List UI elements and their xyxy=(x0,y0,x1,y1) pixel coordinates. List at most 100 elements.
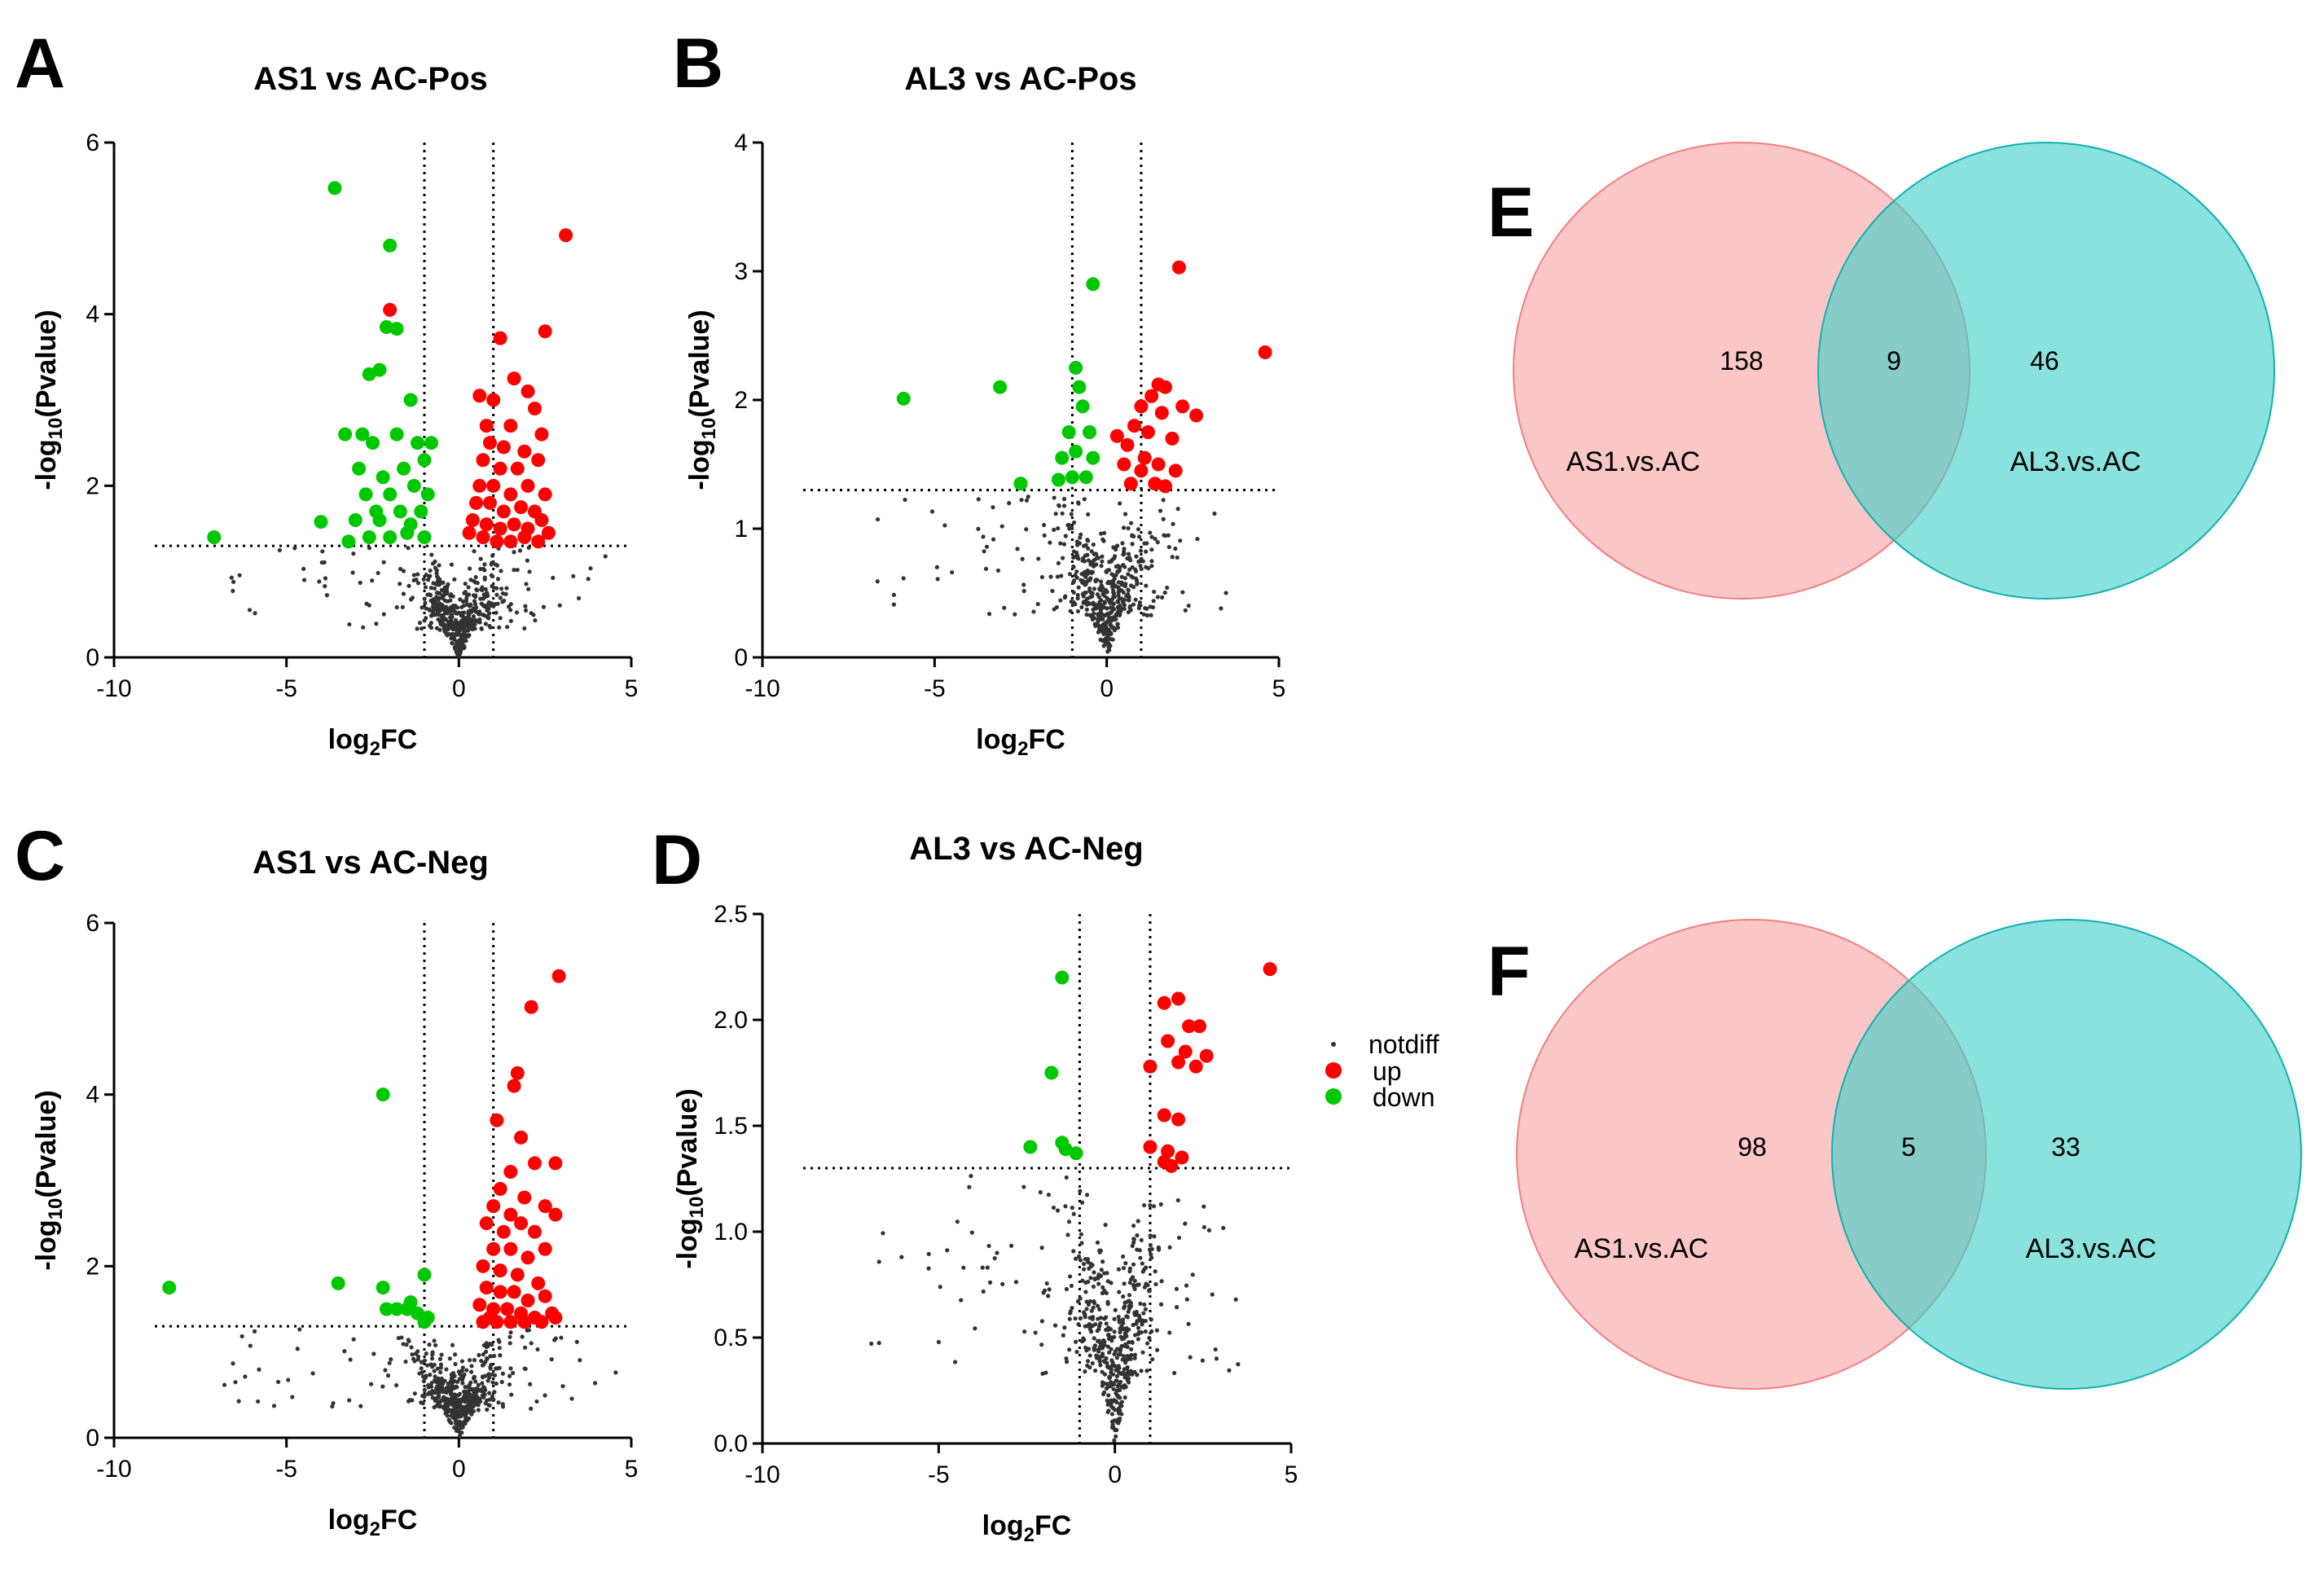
down-point xyxy=(362,530,376,545)
down-point xyxy=(341,534,356,549)
notdiff-point xyxy=(1129,1347,1134,1352)
notdiff-point xyxy=(488,1364,493,1369)
notdiff-point xyxy=(1091,542,1096,547)
notdiff-point xyxy=(1075,592,1080,598)
notdiff-point xyxy=(1048,574,1053,579)
notdiff-point xyxy=(574,1339,579,1344)
chart-title-c: AS1 vs AC-Neg xyxy=(253,845,489,881)
notdiff-point xyxy=(1086,546,1091,551)
up-point xyxy=(503,1315,518,1329)
notdiff-point xyxy=(497,1346,502,1351)
notdiff-point xyxy=(473,1379,478,1384)
notdiff-point xyxy=(236,1399,241,1404)
notdiff-point xyxy=(420,1393,425,1399)
notdiff-point xyxy=(1123,1261,1128,1266)
notdiff-point xyxy=(1047,1287,1052,1292)
notdiff-point xyxy=(398,566,403,572)
up-point xyxy=(541,525,556,540)
notdiff-point xyxy=(876,1341,881,1346)
up-point xyxy=(531,534,546,549)
notdiff-point xyxy=(1064,1356,1069,1361)
notdiff-point xyxy=(1099,564,1104,569)
notdiff-point xyxy=(485,1378,490,1383)
notdiff-point xyxy=(1210,1292,1215,1297)
notdiff-point xyxy=(1221,1225,1226,1231)
notdiff-point xyxy=(1116,590,1121,595)
notdiff-point xyxy=(1060,511,1065,516)
notdiff-point xyxy=(1098,579,1104,584)
notdiff-point xyxy=(502,598,507,604)
notdiff-point xyxy=(1141,1311,1146,1316)
notdiff-point xyxy=(1166,533,1171,538)
notdiff-point xyxy=(526,545,531,550)
notdiff-point xyxy=(1122,1354,1127,1359)
notdiff-point xyxy=(1109,1281,1114,1285)
notdiff-point xyxy=(1114,617,1118,622)
up-point xyxy=(517,1190,532,1205)
notdiff-point xyxy=(1083,1257,1088,1262)
notdiff-point xyxy=(1048,540,1052,545)
notdiff-point xyxy=(466,1393,471,1398)
notdiff-point xyxy=(440,1404,445,1409)
notdiff-point xyxy=(1147,1247,1153,1252)
notdiff-point xyxy=(1161,498,1166,503)
notdiff-point xyxy=(1101,644,1106,648)
up-point xyxy=(479,1216,494,1231)
notdiff-point xyxy=(1101,604,1107,610)
notdiff-point xyxy=(1202,1204,1206,1209)
panel-label-e: E xyxy=(1487,174,1534,252)
y-tick-label: 1 xyxy=(734,516,748,543)
notdiff-point xyxy=(1100,537,1105,542)
notdiff-point xyxy=(480,1381,485,1386)
notdiff-point xyxy=(506,604,512,609)
volcano-panel-d: D AL3 vs AC-Neg -10 -5 0 5 0.0 0.5 1.0 1.5 2.0 2.5 l… xyxy=(652,821,1298,1546)
notdiff-point xyxy=(1100,591,1105,597)
panel-label-b: B xyxy=(673,24,723,103)
up-point xyxy=(507,517,521,532)
notdiff-point xyxy=(1126,609,1131,615)
notdiff-point xyxy=(310,1371,315,1376)
notdiff-point xyxy=(381,560,386,565)
notdiff-point xyxy=(982,549,986,554)
notdiff-point xyxy=(515,567,520,573)
down-point xyxy=(372,512,387,527)
notdiff-point xyxy=(424,1351,428,1356)
notdiff-point xyxy=(380,1384,385,1389)
up-point xyxy=(1140,425,1155,439)
notdiff-point xyxy=(231,579,236,584)
notdiff-point xyxy=(1059,573,1064,578)
notdiff-point xyxy=(1151,599,1156,604)
notdiff-point xyxy=(1083,574,1088,579)
notdiff-point xyxy=(1038,1190,1043,1195)
notdiff-point xyxy=(1115,1393,1120,1398)
venn-f-right-count: 33 xyxy=(2051,1132,2080,1162)
up-point xyxy=(472,478,487,493)
notdiff-point xyxy=(1089,1308,1094,1313)
chart-title-a: AS1 vs AC-Pos xyxy=(253,61,488,97)
notdiff-point xyxy=(1073,602,1078,607)
notdiff-point xyxy=(1178,538,1183,543)
notdiff-point xyxy=(483,587,488,591)
notdiff-point xyxy=(1142,1302,1147,1307)
notdiff-point xyxy=(374,622,379,626)
notdiff-point xyxy=(319,560,324,565)
notdiff-point xyxy=(1068,609,1073,613)
notdiff-point xyxy=(485,1407,490,1413)
notdiff-point xyxy=(1139,566,1144,572)
down-point xyxy=(1061,425,1076,439)
down-point xyxy=(362,367,376,381)
notdiff-point xyxy=(422,596,427,601)
notdiff-point xyxy=(504,625,510,630)
notdiff-point xyxy=(1100,559,1105,564)
notdiff-point xyxy=(1041,522,1047,528)
down-point xyxy=(993,380,1008,394)
notdiff-point xyxy=(1113,1427,1118,1433)
down-point xyxy=(393,504,407,519)
y-axis-label-b: -log10(Pvalue) xyxy=(684,310,720,490)
notdiff-point xyxy=(1021,582,1026,587)
notdiff-point xyxy=(1086,558,1091,563)
notdiff-point xyxy=(1149,1255,1154,1260)
notdiff-point xyxy=(1076,1321,1081,1327)
notdiff-point xyxy=(433,1374,437,1379)
notdiff-point xyxy=(412,1391,417,1396)
